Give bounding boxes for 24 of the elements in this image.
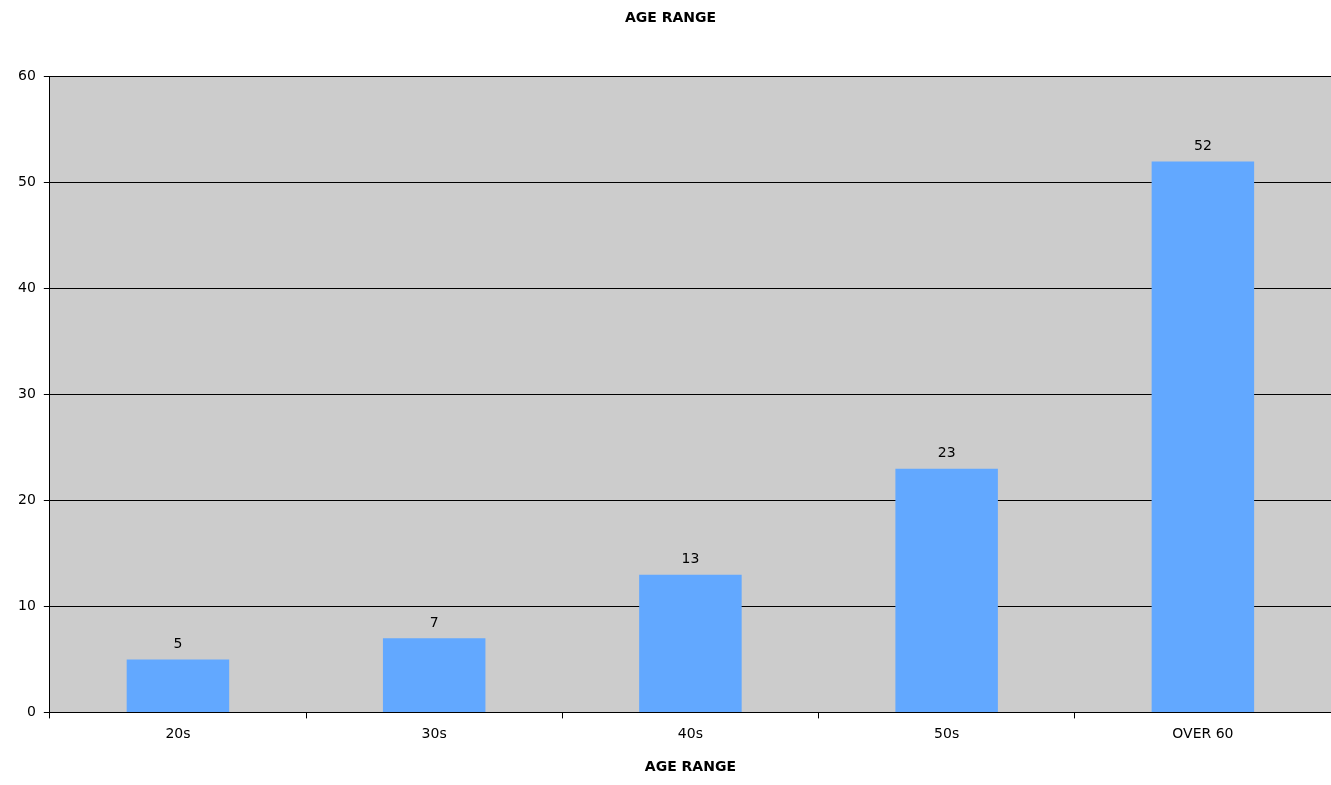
x-tick-label: 30s	[421, 725, 447, 742]
data-label: 5	[173, 635, 183, 652]
data-label: 23	[937, 444, 956, 461]
y-tick-label: 30	[17, 385, 36, 402]
y-tick-label: 50	[17, 173, 36, 190]
data-label: 52	[1193, 137, 1212, 154]
bar	[1151, 161, 1255, 712]
x-tick-label: 50s	[934, 725, 960, 742]
bar	[639, 574, 742, 712]
x-axis-title: AGE RANGE	[644, 758, 736, 775]
y-tick-label: 20	[17, 491, 36, 508]
data-label: 7	[429, 613, 439, 630]
y-tick-label: 40	[17, 279, 36, 296]
x-tick-label: 40s	[677, 725, 703, 742]
x-tick-label: OVER 60	[1172, 725, 1234, 742]
bar	[382, 638, 486, 712]
bar	[126, 659, 230, 712]
bar	[895, 468, 998, 712]
x-tick-label: 20s	[165, 725, 191, 742]
y-tick-label: 0	[26, 703, 36, 720]
chart-title: AGE RANGE	[624, 9, 717, 26]
y-tick-label: 10	[17, 597, 36, 614]
y-tick-label: 60	[17, 67, 36, 84]
data-label: 13	[681, 550, 700, 567]
